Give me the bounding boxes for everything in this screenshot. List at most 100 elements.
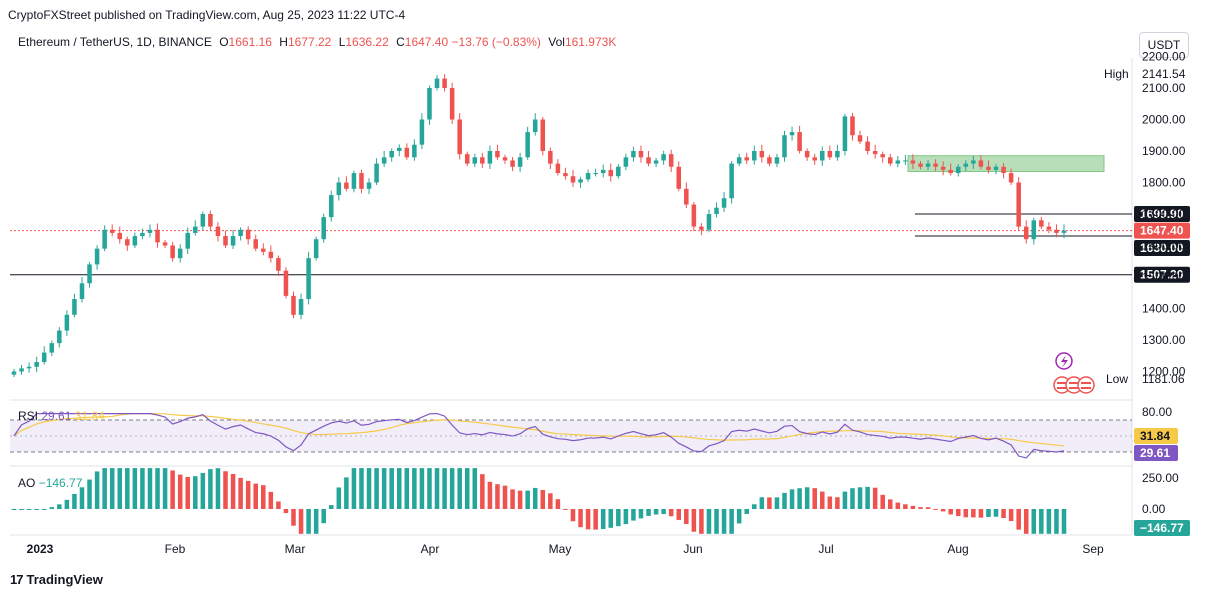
candle-body — [963, 163, 969, 167]
ao-bar — [170, 470, 175, 509]
change-value: −13.76 (−0.83%) — [451, 35, 541, 49]
candle-body — [200, 214, 206, 227]
candle-body — [600, 169, 606, 174]
ao-bar — [1001, 509, 1006, 519]
price-tick-label: 1400.00 — [1142, 302, 1186, 316]
price-tick-label: 1200.00 — [1142, 365, 1186, 379]
candle-body — [872, 151, 878, 155]
candle-body — [563, 173, 568, 177]
candle-body — [480, 157, 485, 164]
candle-body — [646, 157, 651, 164]
ao-bar — [329, 505, 334, 509]
ao-bar — [215, 468, 221, 509]
candle-body — [616, 166, 621, 177]
ao-bar — [351, 468, 357, 509]
low-value: 1181.06 — [1142, 372, 1185, 386]
candle-body — [684, 188, 689, 205]
ao-bar — [298, 509, 304, 534]
candle-body — [344, 182, 349, 189]
ao-bar — [684, 509, 689, 525]
currency-button[interactable]: USDT — [1139, 32, 1189, 58]
ao-bar — [117, 468, 123, 509]
ao-bar — [147, 468, 153, 509]
ao-bar — [555, 499, 561, 509]
symbol-name[interactable]: Ethereum / TetherUS, 1D, BINANCE — [18, 35, 212, 49]
ao-bar — [49, 507, 55, 509]
ao-bar — [978, 509, 984, 518]
ao-bar — [185, 477, 191, 509]
ao-bar — [412, 468, 417, 509]
candle-body — [623, 157, 629, 167]
candle-body — [1061, 230, 1067, 233]
candle-body — [842, 116, 848, 151]
ao-bar — [253, 483, 258, 509]
rsi-label: RSI — [18, 409, 39, 423]
ao-bar — [502, 485, 508, 509]
rsi-legend: RSI 29.61 31.84 — [18, 409, 105, 423]
candle-body — [132, 236, 138, 246]
ao-bar — [449, 468, 455, 509]
ao-bar — [857, 487, 863, 509]
ao-bar — [1039, 509, 1044, 534]
candle-body — [449, 88, 455, 120]
ao-bar — [434, 468, 440, 509]
ao-bar — [706, 509, 712, 534]
candle-body — [510, 160, 515, 167]
candle-body — [268, 251, 274, 259]
candle-body — [313, 239, 319, 259]
candle-body — [925, 163, 931, 167]
candle-body — [306, 258, 311, 300]
candle-body — [850, 116, 855, 136]
ao-bar — [396, 468, 402, 509]
ao-bar — [389, 468, 394, 509]
ao-bar — [11, 509, 17, 510]
footer-brand: TradingView — [26, 572, 103, 587]
ao-bar — [638, 509, 644, 519]
ao-bar — [835, 497, 840, 509]
candle-body — [495, 151, 500, 158]
price-tick-label: 2200.00 — [1142, 50, 1186, 64]
ao-bar — [653, 509, 659, 515]
ao-bar — [336, 487, 342, 509]
candle-body — [155, 229, 160, 243]
ao-bar — [132, 468, 138, 509]
time-axis-label: 2023 — [27, 542, 54, 556]
low-label: L — [338, 35, 346, 49]
level-tag-label: 1507.20 — [1140, 268, 1184, 282]
candle-body — [412, 144, 417, 158]
ao-bar — [26, 509, 32, 510]
ao-bar — [623, 509, 629, 525]
tradingview-logo-icon: 17 — [10, 572, 24, 587]
candle-body — [147, 229, 153, 233]
high-value: 2141.54 — [1142, 67, 1186, 81]
ao-bar — [472, 468, 478, 509]
ao-bar — [767, 497, 772, 509]
ao-value-tag — [1134, 520, 1190, 536]
price-tick-label: 1900.00 — [1142, 144, 1186, 158]
publisher-text: CryptoFXStreet published on TradingView.… — [8, 8, 406, 22]
candle-body — [812, 157, 817, 161]
ao-bar — [177, 474, 183, 509]
ao-bar — [525, 490, 530, 509]
ao-bar — [79, 487, 85, 509]
ao-bar — [585, 509, 591, 530]
ao-bar — [321, 509, 326, 524]
candle-body — [948, 169, 953, 174]
candle-body — [366, 182, 372, 189]
candle-body — [261, 248, 266, 252]
ao-bar — [661, 509, 666, 515]
candle-body — [102, 229, 107, 249]
price-tick-label: 2100.00 — [1142, 81, 1186, 95]
ao-bar — [880, 494, 885, 509]
ao-bar — [404, 468, 410, 509]
ao-bar — [925, 507, 931, 509]
price-tick-label: 1800.00 — [1142, 176, 1186, 190]
ao-bar — [72, 493, 77, 509]
candle-body — [1046, 226, 1052, 230]
ao-bar — [1023, 509, 1029, 534]
ao-bar — [676, 509, 682, 520]
price-tick-label: 2000.00 — [1142, 113, 1186, 127]
candle-body — [109, 229, 115, 233]
ao-bar — [1031, 509, 1037, 534]
